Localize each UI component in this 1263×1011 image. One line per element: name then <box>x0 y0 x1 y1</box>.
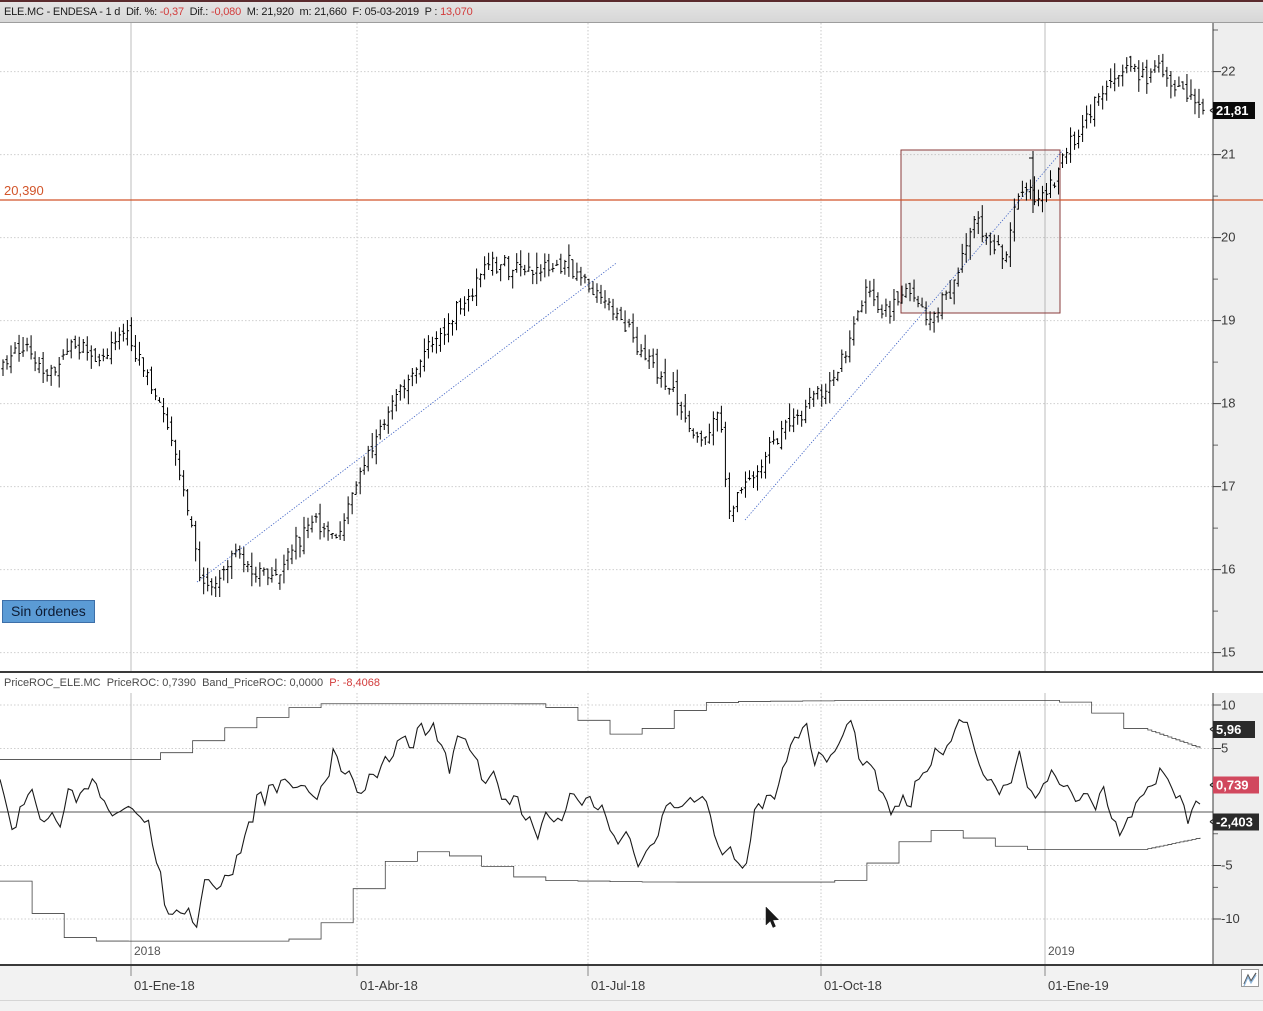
svg-text:01-Abr-18: 01-Abr-18 <box>360 978 418 993</box>
svg-text:-5: -5 <box>1221 858 1233 873</box>
svg-text:17: 17 <box>1221 479 1235 494</box>
svg-text:20: 20 <box>1221 230 1235 245</box>
svg-text:20,390: 20,390 <box>4 183 44 198</box>
svg-text:01-Ene-19: 01-Ene-19 <box>1048 978 1109 993</box>
svg-text:10: 10 <box>1221 698 1235 713</box>
svg-text:19: 19 <box>1221 313 1235 328</box>
svg-text:15: 15 <box>1221 645 1235 660</box>
svg-text:0,739: 0,739 <box>1216 778 1249 793</box>
svg-text:18: 18 <box>1221 396 1235 411</box>
svg-text:-10: -10 <box>1221 911 1240 926</box>
svg-text:01-Ene-18: 01-Ene-18 <box>134 978 195 993</box>
svg-text:-2,403: -2,403 <box>1216 815 1253 830</box>
svg-text:22: 22 <box>1221 64 1235 79</box>
svg-text:01-Jul-18: 01-Jul-18 <box>591 978 645 993</box>
svg-text:21,81: 21,81 <box>1216 103 1249 118</box>
svg-text:5: 5 <box>1221 741 1228 756</box>
svg-text:01-Oct-18: 01-Oct-18 <box>824 978 882 993</box>
svg-text:16: 16 <box>1221 562 1235 577</box>
svg-text:21: 21 <box>1221 147 1235 162</box>
svg-text:5,96: 5,96 <box>1216 722 1241 737</box>
